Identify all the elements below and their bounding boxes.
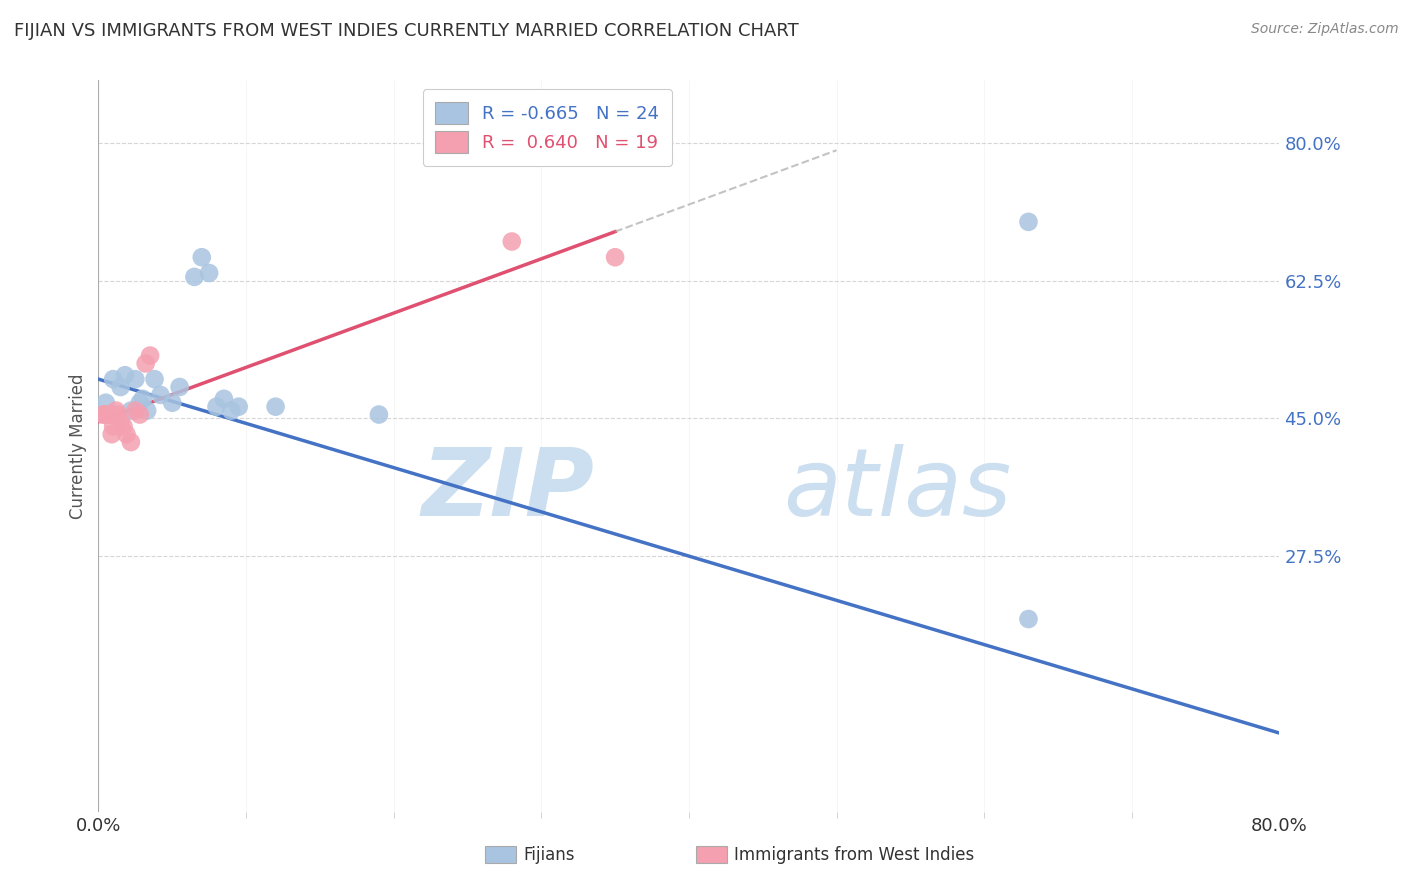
Point — [212, 392, 235, 406]
Point — [124, 372, 146, 386]
Point — [103, 419, 125, 434]
Point — [501, 235, 523, 249]
Text: Source: ZipAtlas.com: Source: ZipAtlas.com — [1251, 22, 1399, 37]
Point — [107, 408, 129, 422]
Point — [94, 396, 117, 410]
Point — [124, 403, 146, 417]
Point — [219, 403, 242, 417]
Point — [139, 349, 162, 363]
Point — [132, 392, 155, 406]
Point — [112, 419, 135, 434]
Point — [228, 400, 250, 414]
Point — [97, 408, 120, 422]
Text: FIJIAN VS IMMIGRANTS FROM WEST INDIES CURRENTLY MARRIED CORRELATION CHART: FIJIAN VS IMMIGRANTS FROM WEST INDIES CU… — [14, 22, 799, 40]
Point — [149, 388, 172, 402]
Point — [183, 269, 205, 284]
Text: ZIP: ZIP — [422, 444, 595, 536]
Point — [264, 400, 287, 414]
Point — [114, 368, 136, 383]
Point — [110, 380, 132, 394]
Point — [169, 380, 191, 394]
Point — [191, 250, 214, 264]
Point — [368, 408, 391, 422]
Y-axis label: Currently Married: Currently Married — [69, 373, 87, 519]
Point — [115, 427, 138, 442]
Text: Fijians: Fijians — [523, 846, 575, 863]
Point — [110, 416, 132, 430]
Legend: R = -0.665   N = 24, R =  0.640   N = 19: R = -0.665 N = 24, R = 0.640 N = 19 — [423, 89, 672, 166]
Point — [135, 356, 157, 370]
Point — [1017, 612, 1039, 626]
Point — [143, 372, 166, 386]
Point — [128, 396, 150, 410]
Point — [128, 408, 150, 422]
Point — [205, 400, 228, 414]
Point — [198, 266, 221, 280]
Point — [120, 403, 142, 417]
Point — [1017, 215, 1039, 229]
Point — [93, 408, 115, 422]
Point — [605, 250, 627, 264]
Point — [136, 403, 159, 417]
Point — [96, 408, 118, 422]
Point — [162, 396, 183, 410]
Point — [98, 408, 121, 422]
Point — [91, 408, 114, 422]
Point — [103, 372, 125, 386]
Point — [105, 403, 128, 417]
Point — [120, 435, 142, 450]
Point — [100, 427, 122, 442]
Text: atlas: atlas — [783, 444, 1012, 535]
Text: Immigrants from West Indies: Immigrants from West Indies — [734, 846, 974, 863]
